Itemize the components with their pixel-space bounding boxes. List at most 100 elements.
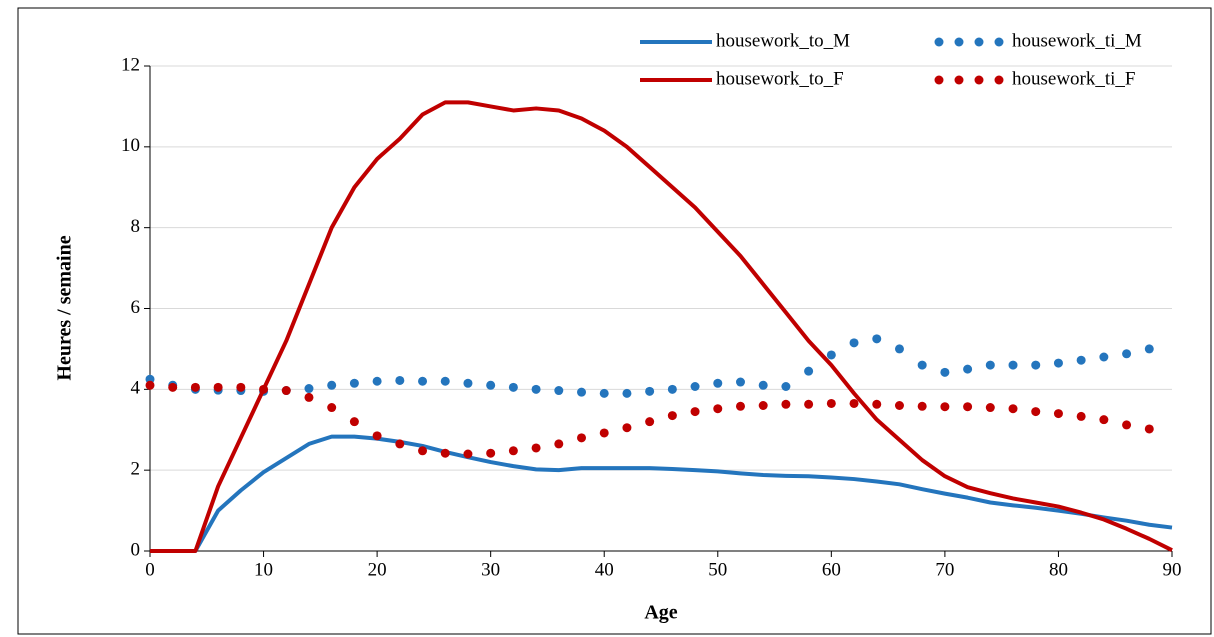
series-line xyxy=(150,434,1173,553)
series-dot xyxy=(213,382,223,392)
legend-swatch xyxy=(994,75,1004,85)
x-tick-label: 70 xyxy=(935,559,954,580)
series-dot xyxy=(372,376,382,386)
series-dot xyxy=(304,384,314,394)
series-dot xyxy=(713,378,723,388)
x-tick-label: 90 xyxy=(1163,559,1182,580)
series-dot xyxy=(940,402,950,412)
series-dot xyxy=(1031,360,1041,370)
series-dot xyxy=(963,364,973,374)
series-dot xyxy=(463,378,473,388)
legend-label: housework_ti_M xyxy=(1012,30,1142,51)
legend-swatch xyxy=(974,37,984,47)
legend-swatch xyxy=(934,37,944,47)
series-dot xyxy=(440,448,450,458)
series-dot xyxy=(577,433,587,443)
series-dot xyxy=(418,446,428,456)
series-dot xyxy=(985,360,995,370)
series-dot xyxy=(667,411,677,421)
series-dot xyxy=(758,380,768,390)
x-tick-label: 30 xyxy=(481,559,500,580)
series-dot xyxy=(418,376,428,386)
series-dot xyxy=(690,407,700,417)
x-tick-label: 60 xyxy=(822,559,841,580)
series-dot xyxy=(849,398,859,408)
legend-label: housework_to_F xyxy=(716,68,844,89)
series-dot xyxy=(236,382,246,392)
series-dot xyxy=(645,417,655,427)
legend-swatch xyxy=(994,37,1004,47)
y-tick-label: 8 xyxy=(131,216,141,237)
x-tick-label: 10 xyxy=(254,559,273,580)
series-dot xyxy=(667,384,677,394)
series-dot xyxy=(1144,344,1154,354)
y-tick-label: 12 xyxy=(121,54,140,75)
series-dot xyxy=(963,402,973,412)
series-dot xyxy=(645,386,655,396)
series-dot xyxy=(349,417,359,427)
chart-frame xyxy=(17,7,1212,635)
series-dot xyxy=(395,439,405,449)
y-tick-label: 2 xyxy=(131,459,141,480)
legend-swatch xyxy=(974,75,984,85)
series-dot xyxy=(190,382,200,392)
legend-label: housework_to_M xyxy=(716,30,850,51)
series-dot xyxy=(804,366,814,376)
series-dot xyxy=(327,380,337,390)
series-dot xyxy=(1008,404,1018,414)
series-dot xyxy=(781,399,791,409)
series-dot xyxy=(1122,420,1132,430)
y-tick-label: 4 xyxy=(131,378,141,399)
series-dot xyxy=(1099,352,1109,362)
x-tick-label: 20 xyxy=(368,559,387,580)
series-dot xyxy=(577,387,587,397)
x-axis-title: Age xyxy=(644,602,677,624)
series-dot xyxy=(872,334,882,344)
x-tick-label: 80 xyxy=(1049,559,1068,580)
x-tick-label: 0 xyxy=(145,559,155,580)
series-dot xyxy=(1008,360,1018,370)
series-dot xyxy=(713,404,723,414)
series-dot xyxy=(145,380,155,390)
series-dot xyxy=(622,423,632,433)
x-tick-label: 50 xyxy=(708,559,727,580)
series-dot xyxy=(849,338,859,348)
series-dot xyxy=(622,388,632,398)
y-tick-label: 10 xyxy=(121,135,140,156)
series-dot xyxy=(826,350,836,360)
series-dot xyxy=(259,384,269,394)
series-dot xyxy=(349,378,359,388)
y-tick-label: 0 xyxy=(131,539,141,560)
series-dot xyxy=(486,448,496,458)
series-dot xyxy=(894,344,904,354)
series-dot xyxy=(1144,424,1154,434)
series-dot xyxy=(1076,411,1086,421)
series-dot xyxy=(599,428,609,438)
series-dot xyxy=(440,376,450,386)
series-dot xyxy=(554,439,564,449)
y-axis-title: Heures / semaine xyxy=(54,235,76,380)
series-dot xyxy=(1053,358,1063,368)
series-dot xyxy=(508,446,518,456)
series-dot xyxy=(508,382,518,392)
series-dot xyxy=(531,443,541,453)
legend-label: housework_ti_F xyxy=(1012,68,1136,89)
series-dot xyxy=(940,367,950,377)
series-dot xyxy=(463,449,473,459)
series-dot xyxy=(304,392,314,402)
series-dot xyxy=(486,380,496,390)
series-dot xyxy=(327,403,337,413)
series-dot xyxy=(758,401,768,410)
series-dot xyxy=(872,399,882,409)
series-dot xyxy=(1099,415,1109,425)
series-dot xyxy=(1031,407,1041,417)
series-dot xyxy=(781,382,791,392)
series-dot xyxy=(735,401,745,411)
legend-swatch xyxy=(954,37,964,47)
series-dot xyxy=(917,360,927,370)
series-dot xyxy=(599,388,609,398)
series-dot xyxy=(395,375,405,385)
y-tick-label: 6 xyxy=(131,297,141,318)
